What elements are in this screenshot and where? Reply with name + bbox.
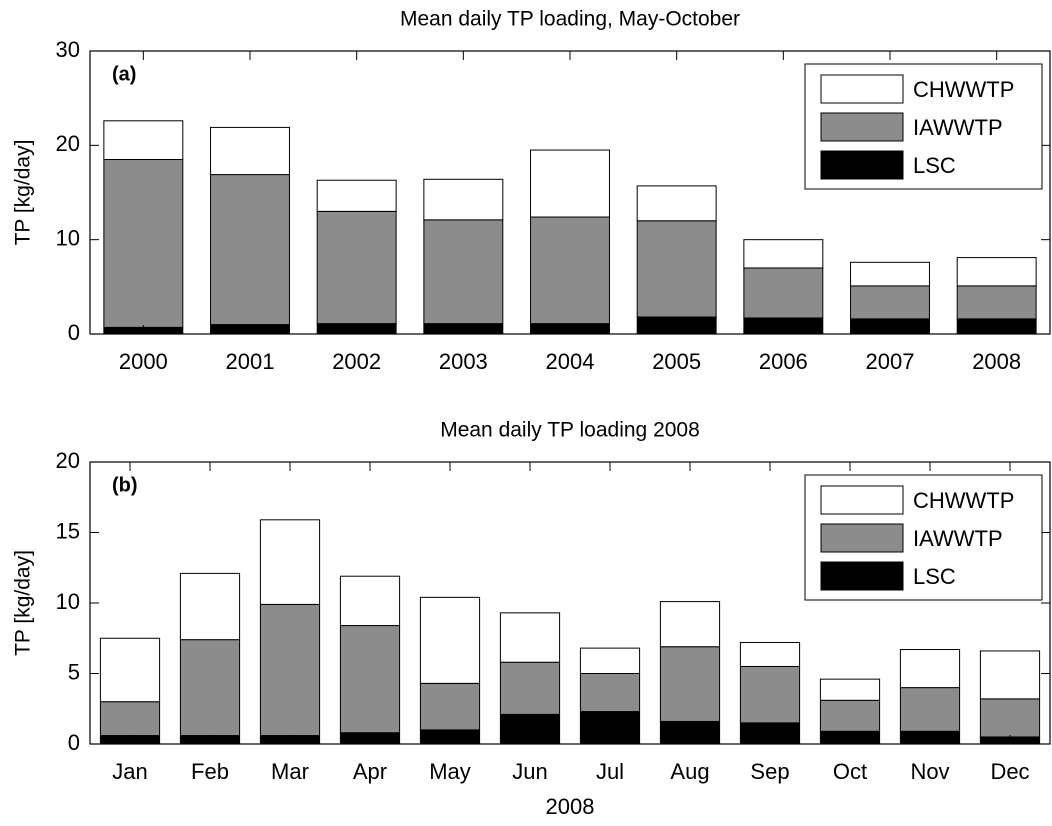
x-tick-label: 2004	[546, 349, 595, 374]
y-tick-label: 20	[56, 131, 80, 156]
bar-segment	[99, 701, 161, 737]
bar-segment	[259, 519, 321, 605]
bar-segment	[956, 257, 1037, 287]
x-axis-label: 2008	[546, 794, 595, 819]
bar-segment	[743, 267, 824, 319]
bar-segment	[530, 149, 610, 218]
x-tick-label: 2003	[439, 349, 488, 374]
bar-segment	[899, 649, 961, 689]
bar-segment	[316, 210, 397, 325]
x-tick-label: Dec	[990, 759, 1029, 784]
bar-segment	[339, 575, 401, 627]
y-tick-label: 10	[56, 589, 80, 614]
bar-segment	[103, 120, 184, 160]
bar-segment	[419, 682, 481, 731]
bar-segment	[636, 185, 717, 222]
bar-segment	[499, 661, 561, 715]
x-tick-label: Jan	[112, 759, 147, 784]
bar-segment	[979, 650, 1041, 700]
x-tick-label: May	[429, 759, 471, 784]
panel-label: (a)	[112, 63, 136, 85]
y-tick-label: 30	[56, 37, 80, 62]
legend-label: CHWWTP	[913, 77, 1014, 102]
x-tick-label: 2008	[972, 349, 1021, 374]
legend-label: CHWWTP	[913, 488, 1014, 513]
bar-segment	[423, 219, 504, 325]
x-tick-label: 2005	[652, 349, 701, 374]
y-axis-label: TP [kg/day]	[12, 550, 35, 656]
bar-segment	[743, 239, 824, 269]
x-tick-label: Aug	[670, 759, 709, 784]
x-tick-label: Apr	[353, 759, 387, 784]
x-tick-label: 2007	[866, 349, 915, 374]
bar-segment	[979, 698, 1041, 738]
bar-segment	[316, 179, 397, 212]
bar-segment	[659, 601, 721, 648]
bar-segment	[850, 261, 930, 287]
x-tick-label: Mar	[271, 759, 309, 784]
legend-swatch	[820, 150, 904, 180]
y-tick-label: 0	[68, 730, 80, 755]
bar-segment	[259, 603, 321, 737]
bar-segment	[850, 285, 930, 320]
bar-segment	[210, 174, 290, 326]
x-tick-label: 2006	[759, 349, 808, 374]
bar-segment	[179, 639, 241, 737]
bar-segment	[636, 220, 717, 318]
y-tick-label: 20	[56, 448, 80, 473]
bar-segment	[579, 673, 641, 713]
x-tick-label: 2001	[226, 349, 275, 374]
x-tick-label: Sep	[750, 759, 789, 784]
bar-segment	[819, 699, 881, 732]
legend-label: IAWWTP	[913, 115, 1003, 140]
legend-swatch	[820, 485, 904, 515]
bar-segment	[99, 637, 161, 703]
x-tick-label: Jun	[512, 759, 547, 784]
bar-segment	[579, 647, 641, 674]
x-tick-label: Oct	[833, 759, 867, 784]
bar-segment	[499, 612, 561, 663]
x-tick-label: Nov	[910, 759, 949, 784]
x-tick-label: Feb	[191, 759, 229, 784]
x-tick-label: 2000	[119, 349, 168, 374]
chart-title: Mean daily TP loading, May-October	[400, 8, 740, 31]
legend-swatch	[820, 523, 904, 553]
legend-label: LSC	[913, 153, 956, 178]
legend-swatch	[820, 112, 904, 142]
bar-segment	[956, 285, 1037, 320]
bar-segment	[899, 687, 961, 732]
legend-label: LSC	[913, 564, 956, 589]
bar-segment	[103, 158, 184, 328]
bar-segment	[530, 216, 610, 325]
bar-segment	[739, 641, 801, 667]
y-tick-label: 0	[68, 320, 80, 345]
bar-segment	[819, 678, 881, 701]
legend-swatch	[820, 74, 904, 104]
bar-segment	[419, 596, 481, 684]
bar-segment	[179, 572, 241, 641]
bar-segment	[339, 625, 401, 734]
x-tick-label: Jul	[596, 759, 624, 784]
bar-segment	[739, 665, 801, 724]
y-axis-label: TP [kg/day]	[12, 140, 35, 246]
legend-label: IAWWTP	[913, 526, 1003, 551]
bar-segment	[659, 646, 721, 722]
y-tick-label: 15	[56, 518, 80, 543]
legend-swatch	[820, 561, 904, 591]
y-tick-label: 10	[56, 225, 80, 250]
x-tick-label: 2002	[332, 349, 381, 374]
panel-label: (b)	[112, 474, 138, 496]
y-tick-label: 5	[68, 659, 80, 684]
chart-title: Mean daily TP loading 2008	[440, 419, 700, 442]
bar-segment	[423, 178, 504, 221]
bar-segment	[210, 126, 290, 176]
